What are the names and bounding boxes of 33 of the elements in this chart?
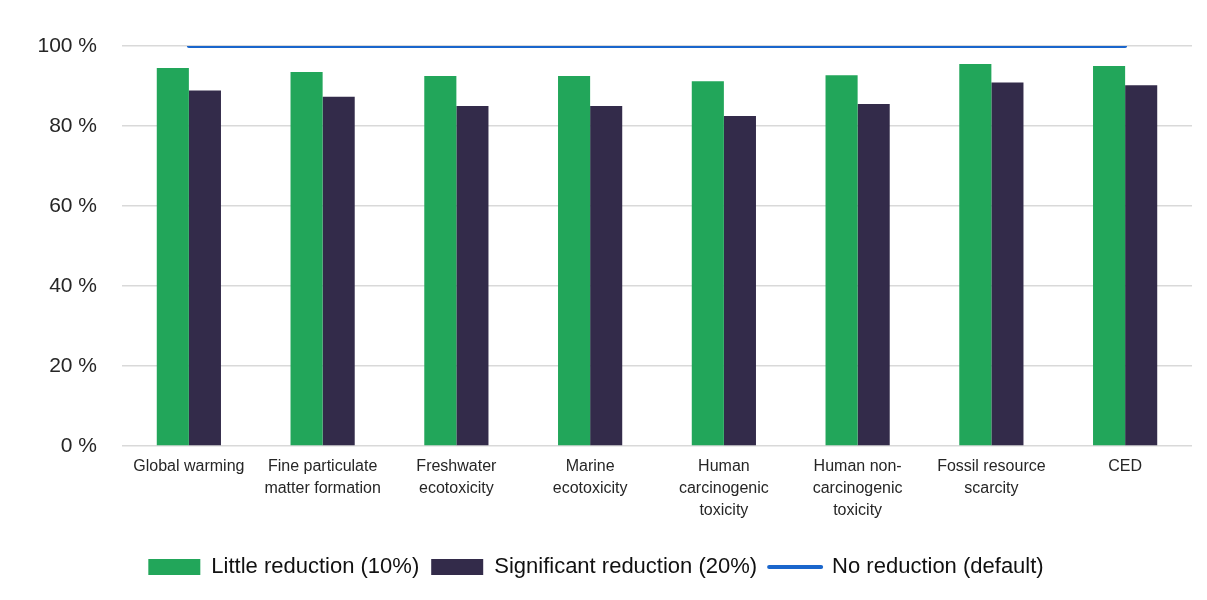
bar — [723, 116, 756, 446]
x-tick-label: Marine ecotoxicity — [552, 457, 628, 497]
x-tick-label: Freshwater ecotoxicity — [416, 457, 498, 497]
y-tick-label: 100 % — [37, 32, 97, 56]
x-tick-label: CED — [1108, 457, 1143, 475]
y-tick-label: 20 % — [49, 352, 97, 376]
y-tick-label: 80 % — [49, 112, 97, 136]
x-tick-label: Human carcinogenic toxicity — [678, 457, 769, 519]
bar — [991, 82, 1024, 446]
bar — [424, 76, 457, 446]
bar — [558, 76, 591, 446]
bar — [188, 90, 221, 446]
bar — [691, 81, 724, 446]
x-tick-label: Global warming — [133, 457, 245, 475]
y-tick-label: 0 % — [60, 432, 97, 456]
x-tick-label: Fine particulate matter formation — [264, 457, 381, 497]
bar — [156, 68, 189, 446]
bar — [1093, 66, 1126, 446]
x-tick-label: Fossil resource scarcity — [937, 457, 1046, 497]
legend-label: No reduction (default) — [832, 553, 1044, 579]
bar — [290, 72, 323, 446]
bar — [590, 106, 623, 446]
bar — [456, 106, 489, 446]
bar — [857, 104, 890, 446]
bar — [1125, 85, 1158, 446]
y-tick-label: 40 % — [49, 272, 97, 296]
legend-label: Little reduction (10%) — [211, 553, 420, 579]
bar — [322, 96, 355, 446]
y-tick-label: 60 % — [49, 192, 97, 216]
bar — [959, 64, 992, 446]
bar — [825, 75, 858, 446]
legend-label: Significant reduction (20%) — [494, 553, 758, 579]
x-tick-label: Human non-carcinogenic toxicity — [812, 457, 903, 519]
